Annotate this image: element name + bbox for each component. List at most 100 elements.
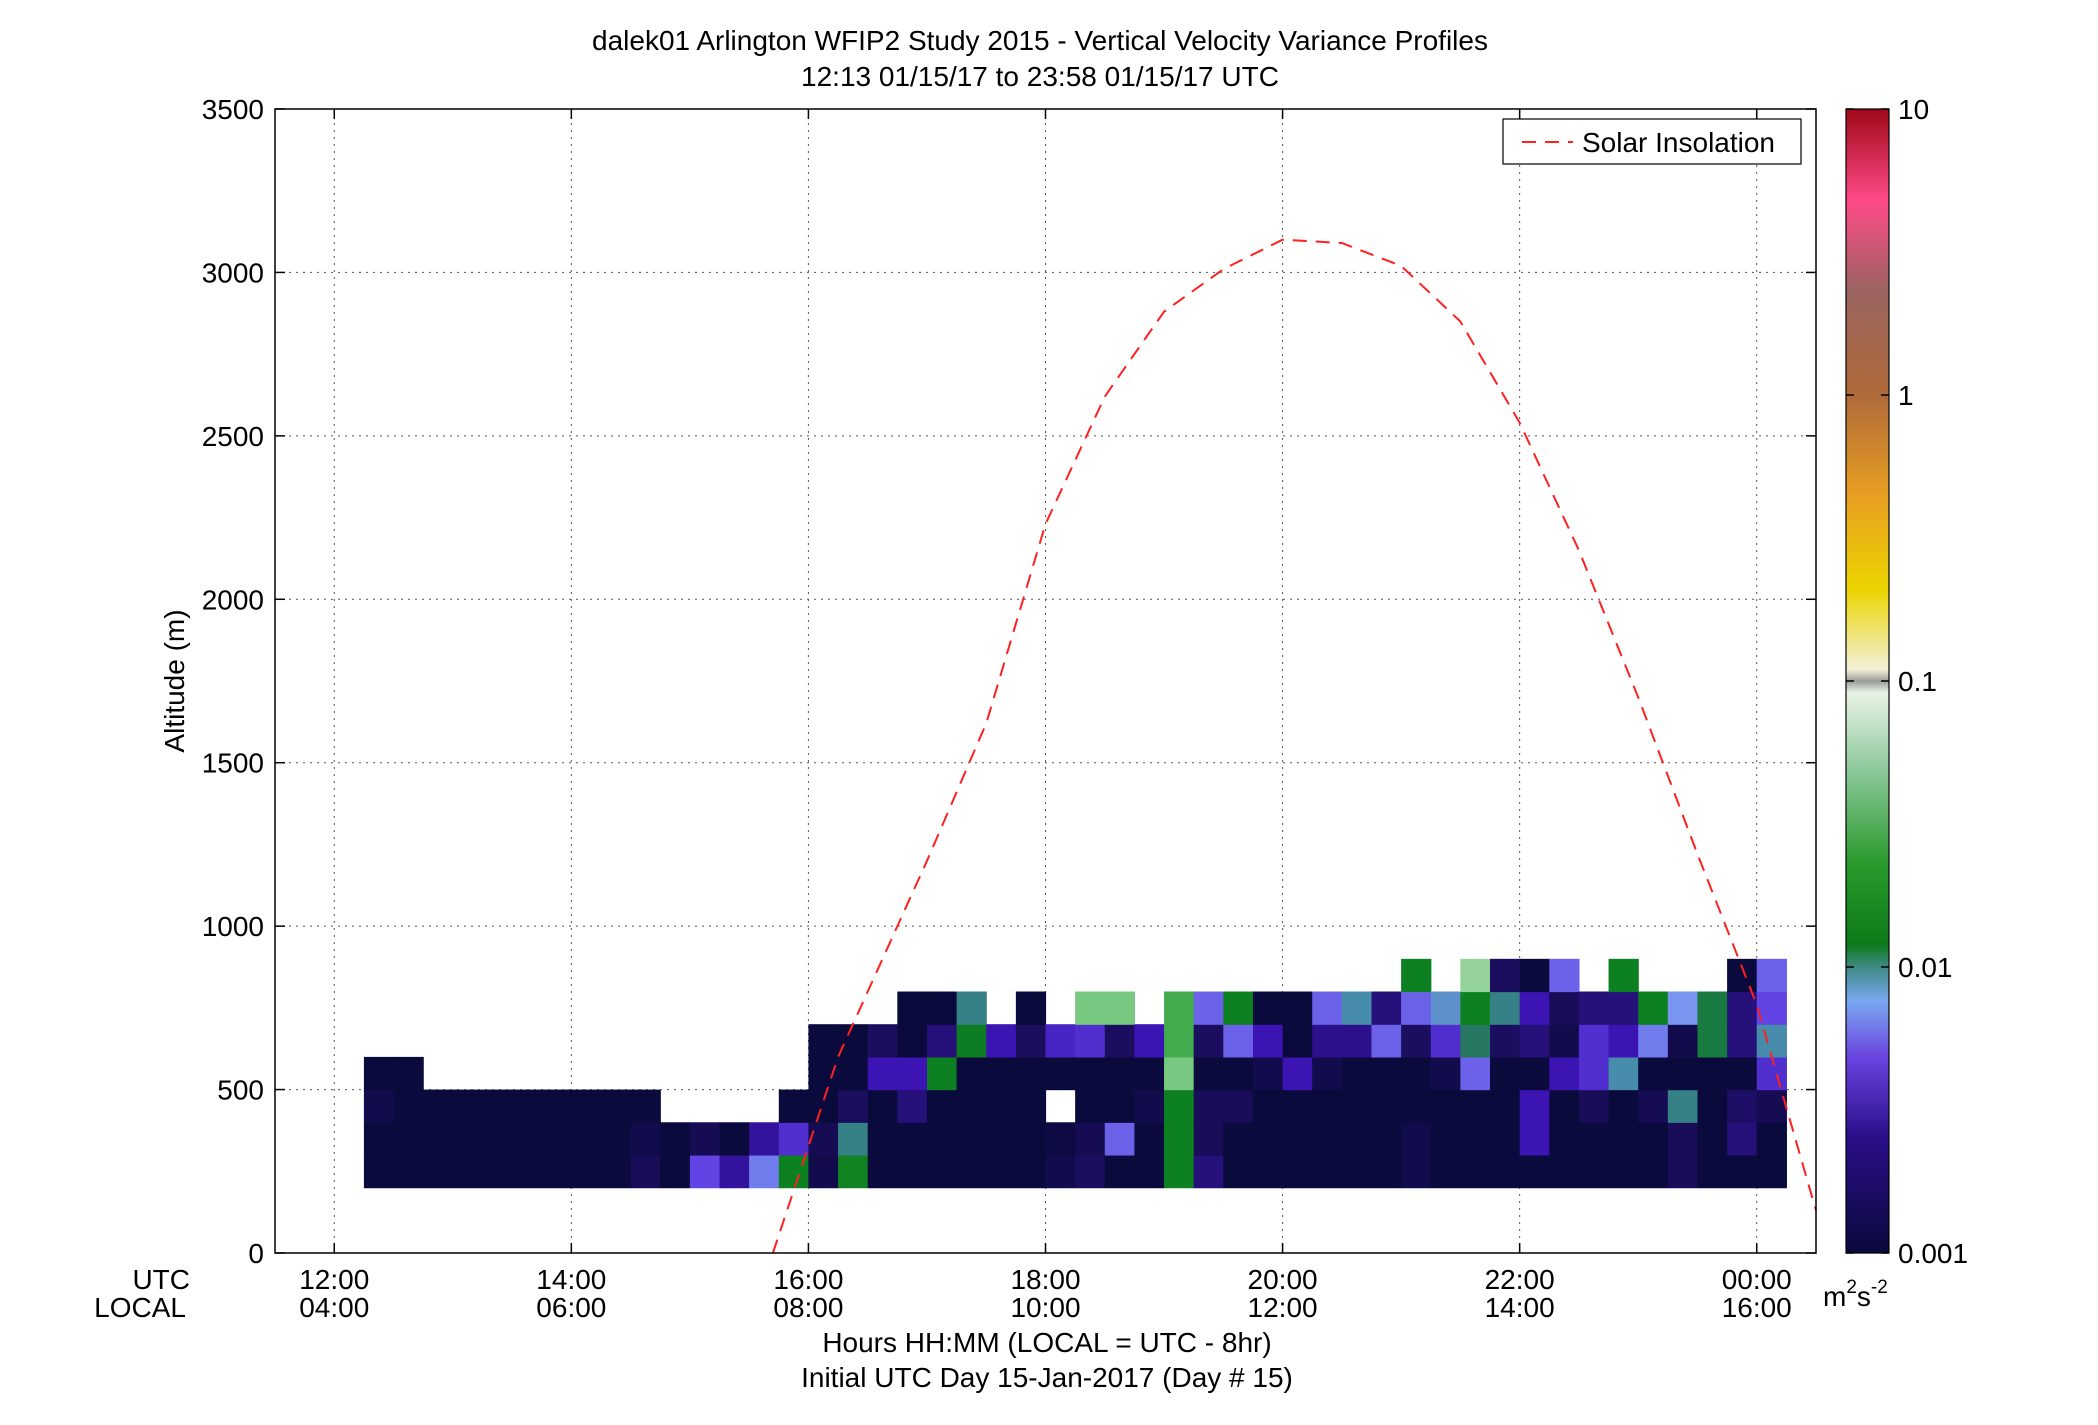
heatmap-cell <box>719 1122 750 1156</box>
heatmap-cell <box>1164 1056 1195 1091</box>
heatmap-cell <box>1312 1122 1343 1156</box>
heatmap-cell <box>926 1056 958 1091</box>
heatmap-cell <box>1430 1024 1461 1058</box>
heatmap-cell <box>541 1089 572 1123</box>
heatmap-cell <box>1282 1122 1313 1156</box>
heatmap-cell <box>1252 1056 1284 1091</box>
heatmap-cell <box>600 1122 632 1156</box>
heatmap-cell <box>363 1056 395 1091</box>
heatmap-cell <box>1075 1122 1106 1156</box>
heatmap-cell <box>956 1122 987 1156</box>
heatmap-cell <box>1134 1089 1165 1123</box>
heatmap-cell <box>1341 1089 1373 1123</box>
heatmap-cell <box>956 991 987 1025</box>
x-tick-label-local: 04:00 <box>299 1292 369 1323</box>
heatmap-cell <box>1075 1024 1106 1058</box>
heatmap-cell <box>1312 991 1343 1025</box>
heatmap-cell <box>1223 1089 1254 1123</box>
heatmap-cell <box>1223 1024 1254 1058</box>
heatmap-cell <box>393 1154 424 1189</box>
heatmap-cell <box>1667 1154 1699 1189</box>
heatmap-cell <box>1578 1089 1610 1123</box>
heatmap-cell <box>1401 1089 1432 1123</box>
heatmap-cell <box>1549 1024 1580 1058</box>
heatmap-cell <box>1667 1024 1699 1058</box>
heatmap-cell <box>1015 1024 1047 1058</box>
heatmap-cell <box>1578 1056 1610 1091</box>
heatmap-cell <box>1460 1024 1491 1058</box>
y-tick-labels: 0 500 1000 1500 2000 2500 3000 3500 <box>202 94 264 1269</box>
heatmap-cell <box>600 1154 632 1189</box>
legend-label: Solar Insolation <box>1582 127 1775 158</box>
heatmap-cell <box>1549 958 1580 993</box>
heatmap-cell <box>1223 991 1254 1025</box>
heatmap-cell <box>1075 1056 1106 1091</box>
heatmap-cell <box>1015 991 1047 1025</box>
heatmap-cell <box>1490 1089 1521 1123</box>
heatmap-cell <box>1371 1056 1402 1091</box>
y-tick-label: 2000 <box>202 584 264 615</box>
heatmap-cell <box>1045 1024 1076 1058</box>
heatmap-cell <box>1312 1024 1343 1058</box>
heatmap-cell <box>1638 991 1669 1025</box>
heatmap-cell <box>1697 1056 1728 1091</box>
heatmap-cell <box>1608 958 1639 993</box>
x-row-utc-label: UTC <box>132 1264 190 1295</box>
heatmap-cell <box>1430 1122 1461 1156</box>
heatmap-cell <box>956 1056 987 1091</box>
heatmap-cell <box>1549 1056 1580 1091</box>
heatmap-cell <box>393 1089 424 1123</box>
heatmap-cell <box>1490 991 1521 1025</box>
heatmap-cell <box>1578 1154 1610 1189</box>
heatmap-cell <box>423 1154 454 1189</box>
chart-title-line2: 12:13 01/15/17 to 23:58 01/15/17 UTC <box>801 61 1279 92</box>
heatmap-cell <box>1134 1154 1165 1189</box>
heatmap-cell <box>1252 1089 1284 1123</box>
heatmap-cell <box>1075 991 1106 1025</box>
heatmap-cell <box>1549 1154 1580 1189</box>
heatmap-cell <box>1312 1089 1343 1123</box>
heatmap-cell <box>1371 991 1402 1025</box>
x-axis-label: Hours HH:MM (LOCAL = UTC - 8hr) <box>822 1327 1271 1358</box>
heatmap-cell <box>1756 958 1787 993</box>
heatmap-cell <box>1371 1122 1402 1156</box>
x-tick-label-utc: 16:00 <box>773 1264 843 1295</box>
heatmap-cell <box>1430 1154 1461 1189</box>
heatmap-cell <box>1104 1056 1135 1091</box>
heatmap-cell <box>482 1122 513 1156</box>
colorbar-tick-label: 10 <box>1898 94 1929 125</box>
heatmap-cell <box>1638 1024 1669 1058</box>
heatmap-cell <box>926 1024 958 1058</box>
heatmap-cell <box>1727 1154 1758 1189</box>
heatmap-cell <box>1104 1154 1135 1189</box>
heatmap-cell <box>1667 1056 1699 1091</box>
heatmap-cell <box>1756 1056 1787 1091</box>
heatmap-cell <box>838 1154 869 1189</box>
heatmap-cell <box>571 1154 602 1189</box>
heatmap-cell <box>1341 991 1373 1025</box>
heatmap-cell <box>1756 1122 1787 1156</box>
heatmap-cell <box>423 1089 454 1123</box>
heatmap-cell <box>1401 1056 1432 1091</box>
heatmap-cell <box>1401 1154 1432 1189</box>
heatmap-cell <box>1075 1089 1106 1123</box>
heatmap-cell <box>630 1122 661 1156</box>
heatmap-cell <box>749 1154 780 1189</box>
heatmap-cell <box>1519 958 1550 993</box>
heatmap-cell <box>808 1056 839 1091</box>
heatmap-cell <box>1638 1089 1669 1123</box>
heatmap-cell <box>1430 1089 1461 1123</box>
heatmap-cell <box>512 1154 543 1189</box>
heatmap-cell <box>1727 1122 1758 1156</box>
x-tick-label-utc: 18:00 <box>1010 1264 1080 1295</box>
colorbar-ticks: 10 1 0.1 0.01 0.001 <box>1846 94 1968 1269</box>
heatmap-cell <box>867 1024 898 1058</box>
heatmap-cell <box>1727 958 1758 993</box>
heatmap-cell <box>1015 1154 1047 1189</box>
heatmap-cell <box>1490 958 1521 993</box>
heatmap-cell <box>1223 1154 1254 1189</box>
heatmap-cell <box>1549 1089 1580 1123</box>
heatmap-cell <box>1608 991 1639 1025</box>
heatmap-cell <box>1045 1122 1076 1156</box>
heatmap-cell <box>1697 1122 1728 1156</box>
